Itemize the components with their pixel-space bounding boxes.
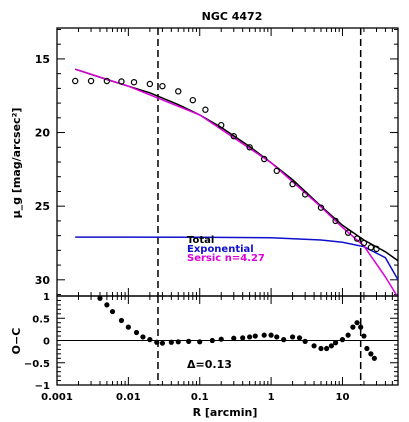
- y-tick-label-bottom: −0.5: [24, 359, 50, 370]
- data-point: [301, 191, 309, 198]
- residual-point: [133, 329, 140, 336]
- residual-annotation: Δ=0.13: [187, 358, 232, 371]
- residual-point: [247, 334, 253, 340]
- residual-point: [175, 339, 181, 345]
- residual-point: [328, 343, 335, 349]
- residual-point: [231, 335, 237, 341]
- residual-point: [159, 340, 166, 346]
- data-point: [289, 180, 296, 188]
- data-point: [373, 245, 380, 253]
- residual-point: [345, 332, 351, 338]
- data-point: [189, 96, 197, 104]
- data-point: [87, 77, 95, 85]
- data-point: [159, 82, 166, 90]
- residual-point: [147, 337, 153, 343]
- data-point: [72, 77, 79, 85]
- data-point: [202, 106, 209, 113]
- residual-point: [281, 337, 287, 343]
- residual-point: [368, 351, 374, 357]
- residual-point: [332, 340, 339, 346]
- y-tick-label-top: 20: [35, 127, 51, 140]
- y-tick-label-top: 15: [35, 53, 50, 66]
- x-tick-label: 10: [336, 392, 350, 403]
- residual-point: [252, 333, 258, 339]
- residual-point: [324, 345, 330, 352]
- residual-point: [364, 345, 370, 352]
- residual-point: [140, 334, 146, 340]
- y-tick-label-bottom: 0.5: [32, 314, 50, 325]
- data-point: [360, 239, 368, 247]
- residual-point: [274, 334, 280, 340]
- residual-point: [197, 339, 203, 345]
- residual-point: [311, 343, 317, 349]
- x-tick-label: 0.01: [116, 392, 141, 403]
- residual-point: [289, 334, 296, 340]
- x-axis-label: R [arcmin]: [193, 406, 258, 419]
- residual-point: [354, 320, 360, 326]
- residual-point: [339, 337, 346, 343]
- legend-entry: Sersic n=4.27: [187, 253, 265, 264]
- y-axis-label-bottom: O−C: [10, 328, 23, 355]
- y-tick-label-top: 30: [35, 274, 51, 287]
- data-point: [344, 229, 352, 236]
- residual-point: [118, 317, 125, 324]
- data-point: [332, 217, 339, 225]
- residual-point: [154, 339, 160, 345]
- residual-point: [109, 308, 116, 315]
- data-point: [230, 133, 237, 140]
- residual-point: [168, 339, 174, 345]
- series-line-sersic-n-4-27: [74, 68, 398, 296]
- data-point: [273, 167, 280, 175]
- data-point: [353, 235, 361, 242]
- y-tick-label-bottom: 0: [43, 337, 50, 348]
- data-point: [317, 204, 325, 211]
- data-point: [103, 77, 111, 85]
- residual-point: [218, 336, 224, 342]
- bottom-plot-area: [97, 296, 377, 361]
- data-point: [246, 144, 253, 151]
- data-point: [175, 88, 182, 95]
- series-line-exponential: [75, 236, 398, 281]
- residual-point: [209, 337, 215, 344]
- y-tick-label-top: 25: [35, 200, 50, 213]
- legend-entry: Total: [187, 235, 214, 246]
- data-point: [367, 244, 375, 251]
- top-plot-area: [72, 68, 398, 296]
- residual-panel: 0.001 0.01 0.1 1 10 1 0.5 0 −0.5 −1: [24, 292, 399, 403]
- data-point: [130, 78, 138, 86]
- residual-point: [296, 335, 303, 341]
- legend-entry: Exponential: [187, 244, 254, 255]
- y-tick-label-bottom: −1: [35, 381, 50, 392]
- residual-point: [97, 296, 103, 301]
- data-point: [260, 155, 268, 163]
- residual-point: [268, 332, 274, 338]
- data-point: [146, 80, 154, 88]
- data-point: [118, 78, 125, 85]
- residual-point: [261, 332, 267, 338]
- residual-point: [318, 345, 324, 352]
- residual-point: [361, 333, 367, 339]
- residual-point: [371, 355, 377, 361]
- residual-point: [125, 324, 131, 330]
- y-axis-label-top: μ_g [mag/arcsec²]: [10, 108, 23, 219]
- x-tick-label: 0.1: [191, 392, 209, 403]
- data-point: [218, 121, 225, 129]
- residual-point: [186, 338, 192, 344]
- residual-point: [104, 302, 110, 308]
- y-tick-label-bottom: 1: [43, 292, 50, 303]
- residual-point: [350, 324, 356, 330]
- residual-point: [302, 338, 308, 344]
- chart-title: NGC 4472: [202, 10, 263, 23]
- series-line-total: [74, 68, 398, 262]
- x-tick-label: 1: [268, 392, 275, 403]
- x-tick-label: 0.001: [41, 392, 73, 403]
- residual-point: [240, 335, 246, 341]
- residual-point: [358, 324, 364, 330]
